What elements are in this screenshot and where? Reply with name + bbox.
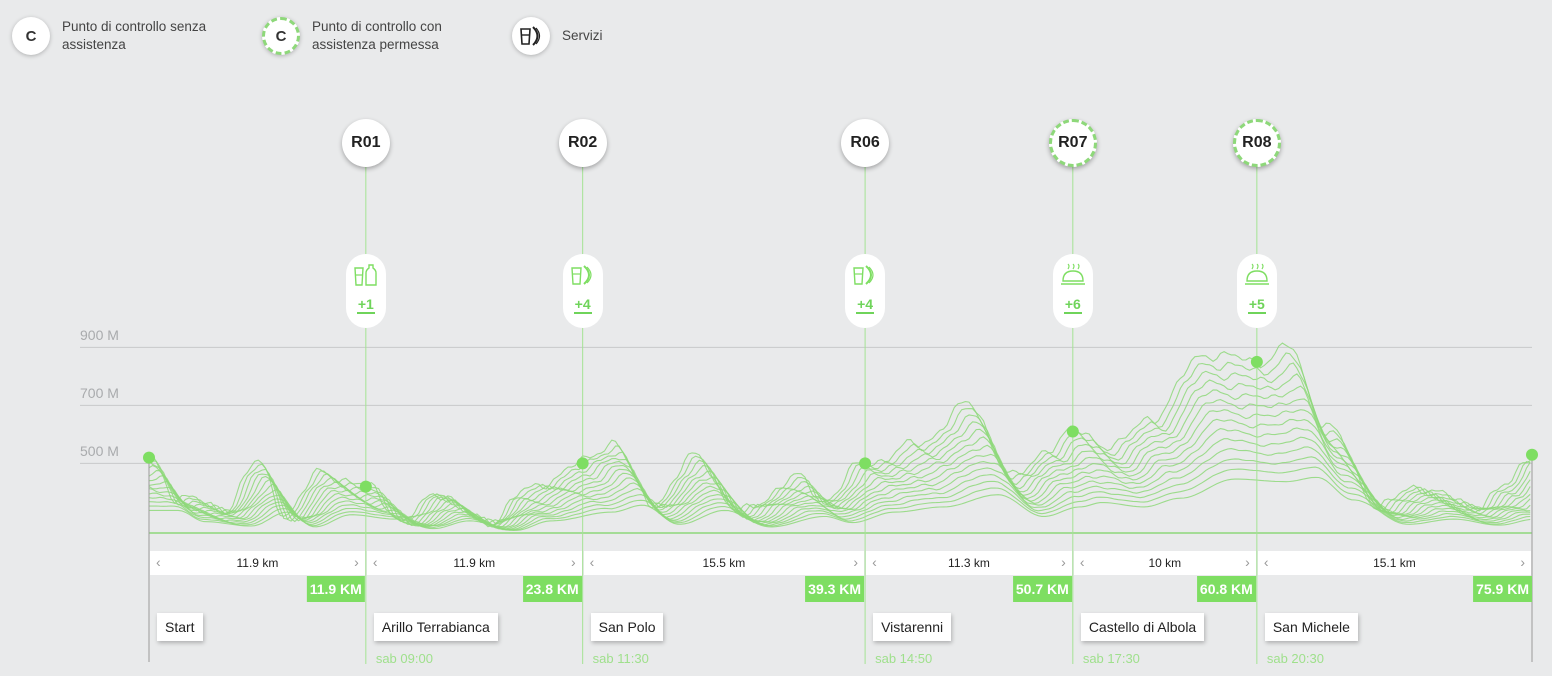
checkpoint-elevation-dot: [359, 480, 372, 493]
segment-distance-label: 15.5 km: [702, 556, 746, 570]
legend-label: Punto di controllo con assistenza permes…: [312, 19, 442, 52]
services-count[interactable]: +4: [573, 296, 592, 314]
services-pill[interactable]: +1: [345, 254, 386, 328]
chevron-right-icon[interactable]: ›: [570, 554, 576, 570]
time-label: sab 17:30: [1082, 651, 1140, 666]
chevron-right-icon[interactable]: ›: [853, 554, 859, 570]
checkpoint-elevation-dot: [859, 457, 872, 470]
elevation-ridge-line: [148, 385, 1531, 527]
km-badge: 39.3 KM: [805, 576, 865, 602]
chevron-left-icon[interactable]: ‹: [156, 554, 161, 570]
assisted-checkpoint-symbol: C: [262, 17, 300, 55]
chevron-left-icon[interactable]: ‹: [372, 554, 378, 570]
place-label[interactable]: San Polo: [590, 613, 664, 641]
drink-food-icon: [852, 263, 878, 292]
services-pill[interactable]: +5: [1236, 254, 1277, 328]
segment-distance-bar: ‹ › 11.3 km: [866, 551, 1072, 575]
finish-km-badge: 75.9 KM: [1473, 576, 1532, 602]
chevron-left-icon[interactable]: ‹: [872, 554, 877, 570]
chevron-left-icon[interactable]: ‹: [1079, 554, 1085, 570]
segment-distance-bar: ‹ › 15.5 km: [583, 551, 865, 575]
segment-distance-label: 11.9 km: [453, 556, 496, 570]
elevation-ridge-line: [148, 362, 1531, 525]
elevation-ridge-line: [148, 373, 1531, 525]
chevron-right-icon[interactable]: ›: [354, 554, 359, 570]
time-label: sab 14:50: [875, 651, 933, 666]
services-pill[interactable]: +6: [1052, 254, 1093, 328]
checkpoint-elevation-dot: [576, 457, 589, 470]
place-label[interactable]: Castello di Albola: [1080, 613, 1205, 641]
chevron-right-icon[interactable]: ›: [1245, 554, 1250, 570]
elevation-ridge-line: [148, 446, 1531, 530]
km-badge: 23.8 KM: [522, 576, 582, 602]
y-tick-label: 500 M: [80, 443, 119, 460]
elevation-ridge-line: [148, 427, 1531, 529]
checkpoint-marker-r01[interactable]: R01: [341, 119, 390, 167]
checkpoint-elevation-dot: [1066, 425, 1079, 438]
start-label[interactable]: Start: [157, 613, 203, 641]
segment-distance-bar: ‹ › 11.9 km: [366, 551, 582, 575]
start-elevation-dot: [143, 451, 155, 464]
chevron-right-icon[interactable]: ›: [1061, 554, 1066, 570]
chevron-right-icon[interactable]: ›: [1520, 554, 1525, 570]
km-badge: 60.8 KM: [1196, 576, 1256, 602]
checkpoint-elevation-dot: [1250, 355, 1263, 368]
elevation-ridge-line: [148, 398, 1531, 527]
place-label[interactable]: Vistarenni: [873, 613, 952, 641]
checkpoint-marker-r06[interactable]: R06: [841, 119, 890, 167]
y-tick-label: 900 M: [80, 327, 119, 344]
chevron-left-icon[interactable]: ‹: [589, 554, 595, 570]
km-badge: 50.7 KM: [1012, 576, 1072, 602]
water-bottles-icon: [353, 263, 379, 292]
elevation-ridge-line: [149, 476, 1531, 531]
servizi-icon: [512, 17, 550, 55]
segment-distance-label: 11.9 km: [236, 556, 279, 570]
segment-distance-label: 15.1 km: [1373, 556, 1416, 570]
services-count[interactable]: +5: [1247, 296, 1266, 314]
elevation-ridge-line: [148, 456, 1531, 531]
legend-label: Servizi: [562, 28, 603, 43]
legend-item-assisted: C Punto di controllo con assistenza perm…: [262, 16, 482, 56]
legend-item-services: Servizi: [512, 16, 732, 56]
unassisted-checkpoint-symbol: C: [12, 17, 50, 55]
segment-distance-bar: ‹ › 11.9 km: [150, 551, 365, 575]
segment-distance-label: 11.3 km: [948, 556, 990, 570]
chevron-left-icon[interactable]: ‹: [1263, 554, 1269, 570]
services-pill[interactable]: +4: [845, 254, 886, 328]
segment-distance-bar: ‹ › 15.1 km: [1257, 551, 1531, 575]
segment-distance-label: 10 km: [1148, 556, 1182, 570]
elevation-ridge-line: [148, 342, 1531, 528]
segment-distance-bar: ‹ › 10 km: [1073, 551, 1256, 575]
checkpoint-marker-r07[interactable]: R07: [1048, 119, 1097, 167]
checkpoint-marker-r08[interactable]: R08: [1232, 119, 1281, 167]
services-count[interactable]: +1: [356, 296, 375, 314]
place-label[interactable]: Arillo Terrabianca: [373, 613, 498, 641]
finish-elevation-dot: [1526, 448, 1538, 461]
y-tick-label: 700 M: [80, 385, 119, 402]
legend-item-unassisted: C Punto di controllo senza assistenza: [12, 16, 232, 56]
legend-label: Punto di controllo senza assistenza: [62, 19, 207, 52]
km-badge: 11.9 KM: [306, 576, 365, 602]
cloche-hot-meal-icon: [1244, 263, 1270, 292]
cloche-hot-meal-icon: [1060, 263, 1086, 292]
services-count[interactable]: +6: [1063, 296, 1082, 314]
elevation-ridge-line: [149, 466, 1531, 531]
elevation-ridge-line: [148, 409, 1531, 528]
services-pill[interactable]: +4: [562, 254, 603, 328]
place-label[interactable]: San Michele: [1264, 613, 1358, 641]
services-count[interactable]: +4: [856, 296, 875, 314]
time-label: sab 09:00: [375, 651, 433, 666]
checkpoint-marker-r02[interactable]: R02: [558, 119, 607, 167]
time-label: sab 20:30: [1266, 651, 1324, 666]
time-label: sab 11:30: [592, 651, 649, 666]
drink-food-icon: [570, 263, 596, 292]
elevation-ridge-line: [148, 352, 1531, 526]
